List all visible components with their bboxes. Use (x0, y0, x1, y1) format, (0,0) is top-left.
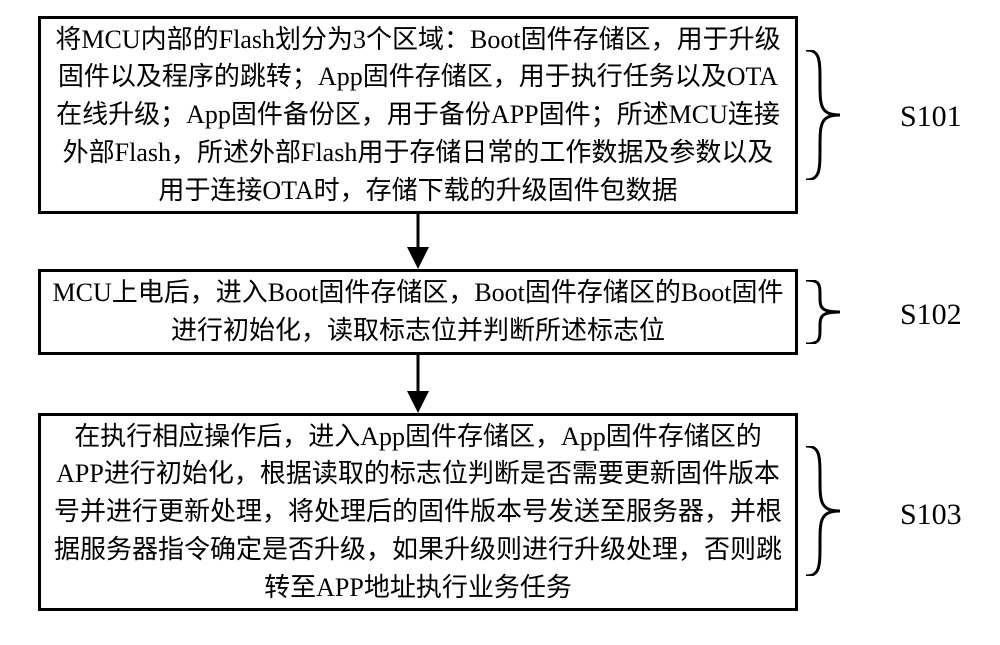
brace-s101 (806, 50, 840, 180)
arrow-1 (396, 214, 440, 269)
step-box-s101: 将MCU内部的Flash划分为3个区域：Boot固件存储区，用于升级固件以及程序… (38, 16, 798, 214)
flowchart-canvas: 将MCU内部的Flash划分为3个区域：Boot固件存储区，用于升级固件以及程序… (0, 0, 1000, 645)
step-box-s102: MCU上电后，进入Boot固件存储区，Boot固件存储区的Boot固件进行初始化… (38, 269, 798, 355)
brace-s103 (806, 446, 840, 576)
step-label-s102: S102 (900, 298, 962, 332)
arrow-2 (396, 355, 440, 413)
step-label-s103: S103 (900, 498, 962, 532)
step-label-s101: S101 (900, 100, 962, 134)
step-text-s101: 将MCU内部的Flash划分为3个区域：Boot固件存储区，用于升级固件以及程序… (51, 21, 785, 209)
brace-s102 (806, 280, 840, 344)
step-text-s102: MCU上电后，进入Boot固件存储区，Boot固件存储区的Boot固件进行初始化… (51, 274, 785, 349)
step-text-s103: 在执行相应操作后，进入App固件存储区，App固件存储区的APP进行初始化，根据… (51, 418, 785, 606)
step-box-s103: 在执行相应操作后，进入App固件存储区，App固件存储区的APP进行初始化，根据… (38, 413, 798, 611)
